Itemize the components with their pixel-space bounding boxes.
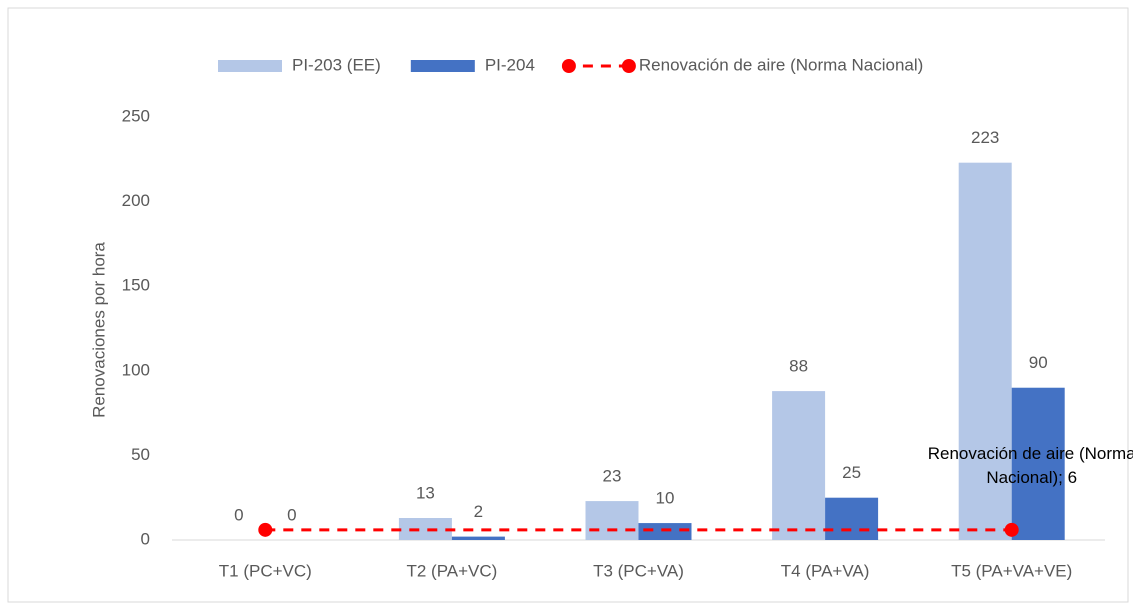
- x-tick-label: T2 (PA+VC): [406, 561, 497, 580]
- y-tick-label: 250: [122, 106, 150, 125]
- y-tick-label: 200: [122, 191, 150, 210]
- y-axis-label: Renovaciones por hora: [89, 242, 108, 418]
- legend-label: Renovación de aire (Norma Nacional): [639, 55, 923, 74]
- y-tick-label: 50: [131, 445, 150, 464]
- legend-marker: [621, 59, 636, 73]
- y-tick-label: 0: [141, 529, 150, 548]
- bar: [638, 523, 692, 540]
- data-label: 0: [234, 505, 243, 524]
- bar: [451, 536, 505, 540]
- line-marker: [258, 522, 273, 537]
- bar: [772, 391, 826, 540]
- data-label: 2: [474, 502, 483, 521]
- y-tick-label: 100: [122, 360, 150, 379]
- data-label: 10: [656, 489, 675, 508]
- data-label: 23: [603, 467, 622, 486]
- bar: [1011, 387, 1065, 540]
- bar: [585, 501, 639, 540]
- x-tick-label: T3 (PC+VA): [593, 561, 684, 580]
- legend-swatch: [410, 60, 475, 72]
- bar: [825, 497, 879, 540]
- data-label: Renovación de aire (Norma Nacional); 6: [927, 443, 1133, 487]
- x-tick-label: T4 (PA+VA): [781, 561, 870, 580]
- data-label: 223: [971, 128, 999, 147]
- data-label: 25: [842, 463, 861, 482]
- x-tick-label: T1 (PC+VC): [219, 561, 312, 580]
- x-tick-label: T5 (PA+VA+VE): [951, 561, 1072, 580]
- chart-border: [7, 7, 1129, 603]
- bar: [398, 518, 452, 540]
- legend-marker: [561, 59, 576, 73]
- legend-label: PI-204: [485, 55, 535, 74]
- data-label: 13: [416, 483, 435, 502]
- legend-swatch: [218, 60, 282, 72]
- legend-label: PI-203 (EE): [292, 55, 381, 74]
- line-marker: [1004, 522, 1019, 537]
- data-label: 88: [789, 357, 808, 376]
- y-tick-label: 150: [122, 276, 150, 295]
- data-label: 0: [287, 505, 296, 524]
- bar: [958, 162, 1012, 540]
- data-label: 90: [1029, 353, 1048, 372]
